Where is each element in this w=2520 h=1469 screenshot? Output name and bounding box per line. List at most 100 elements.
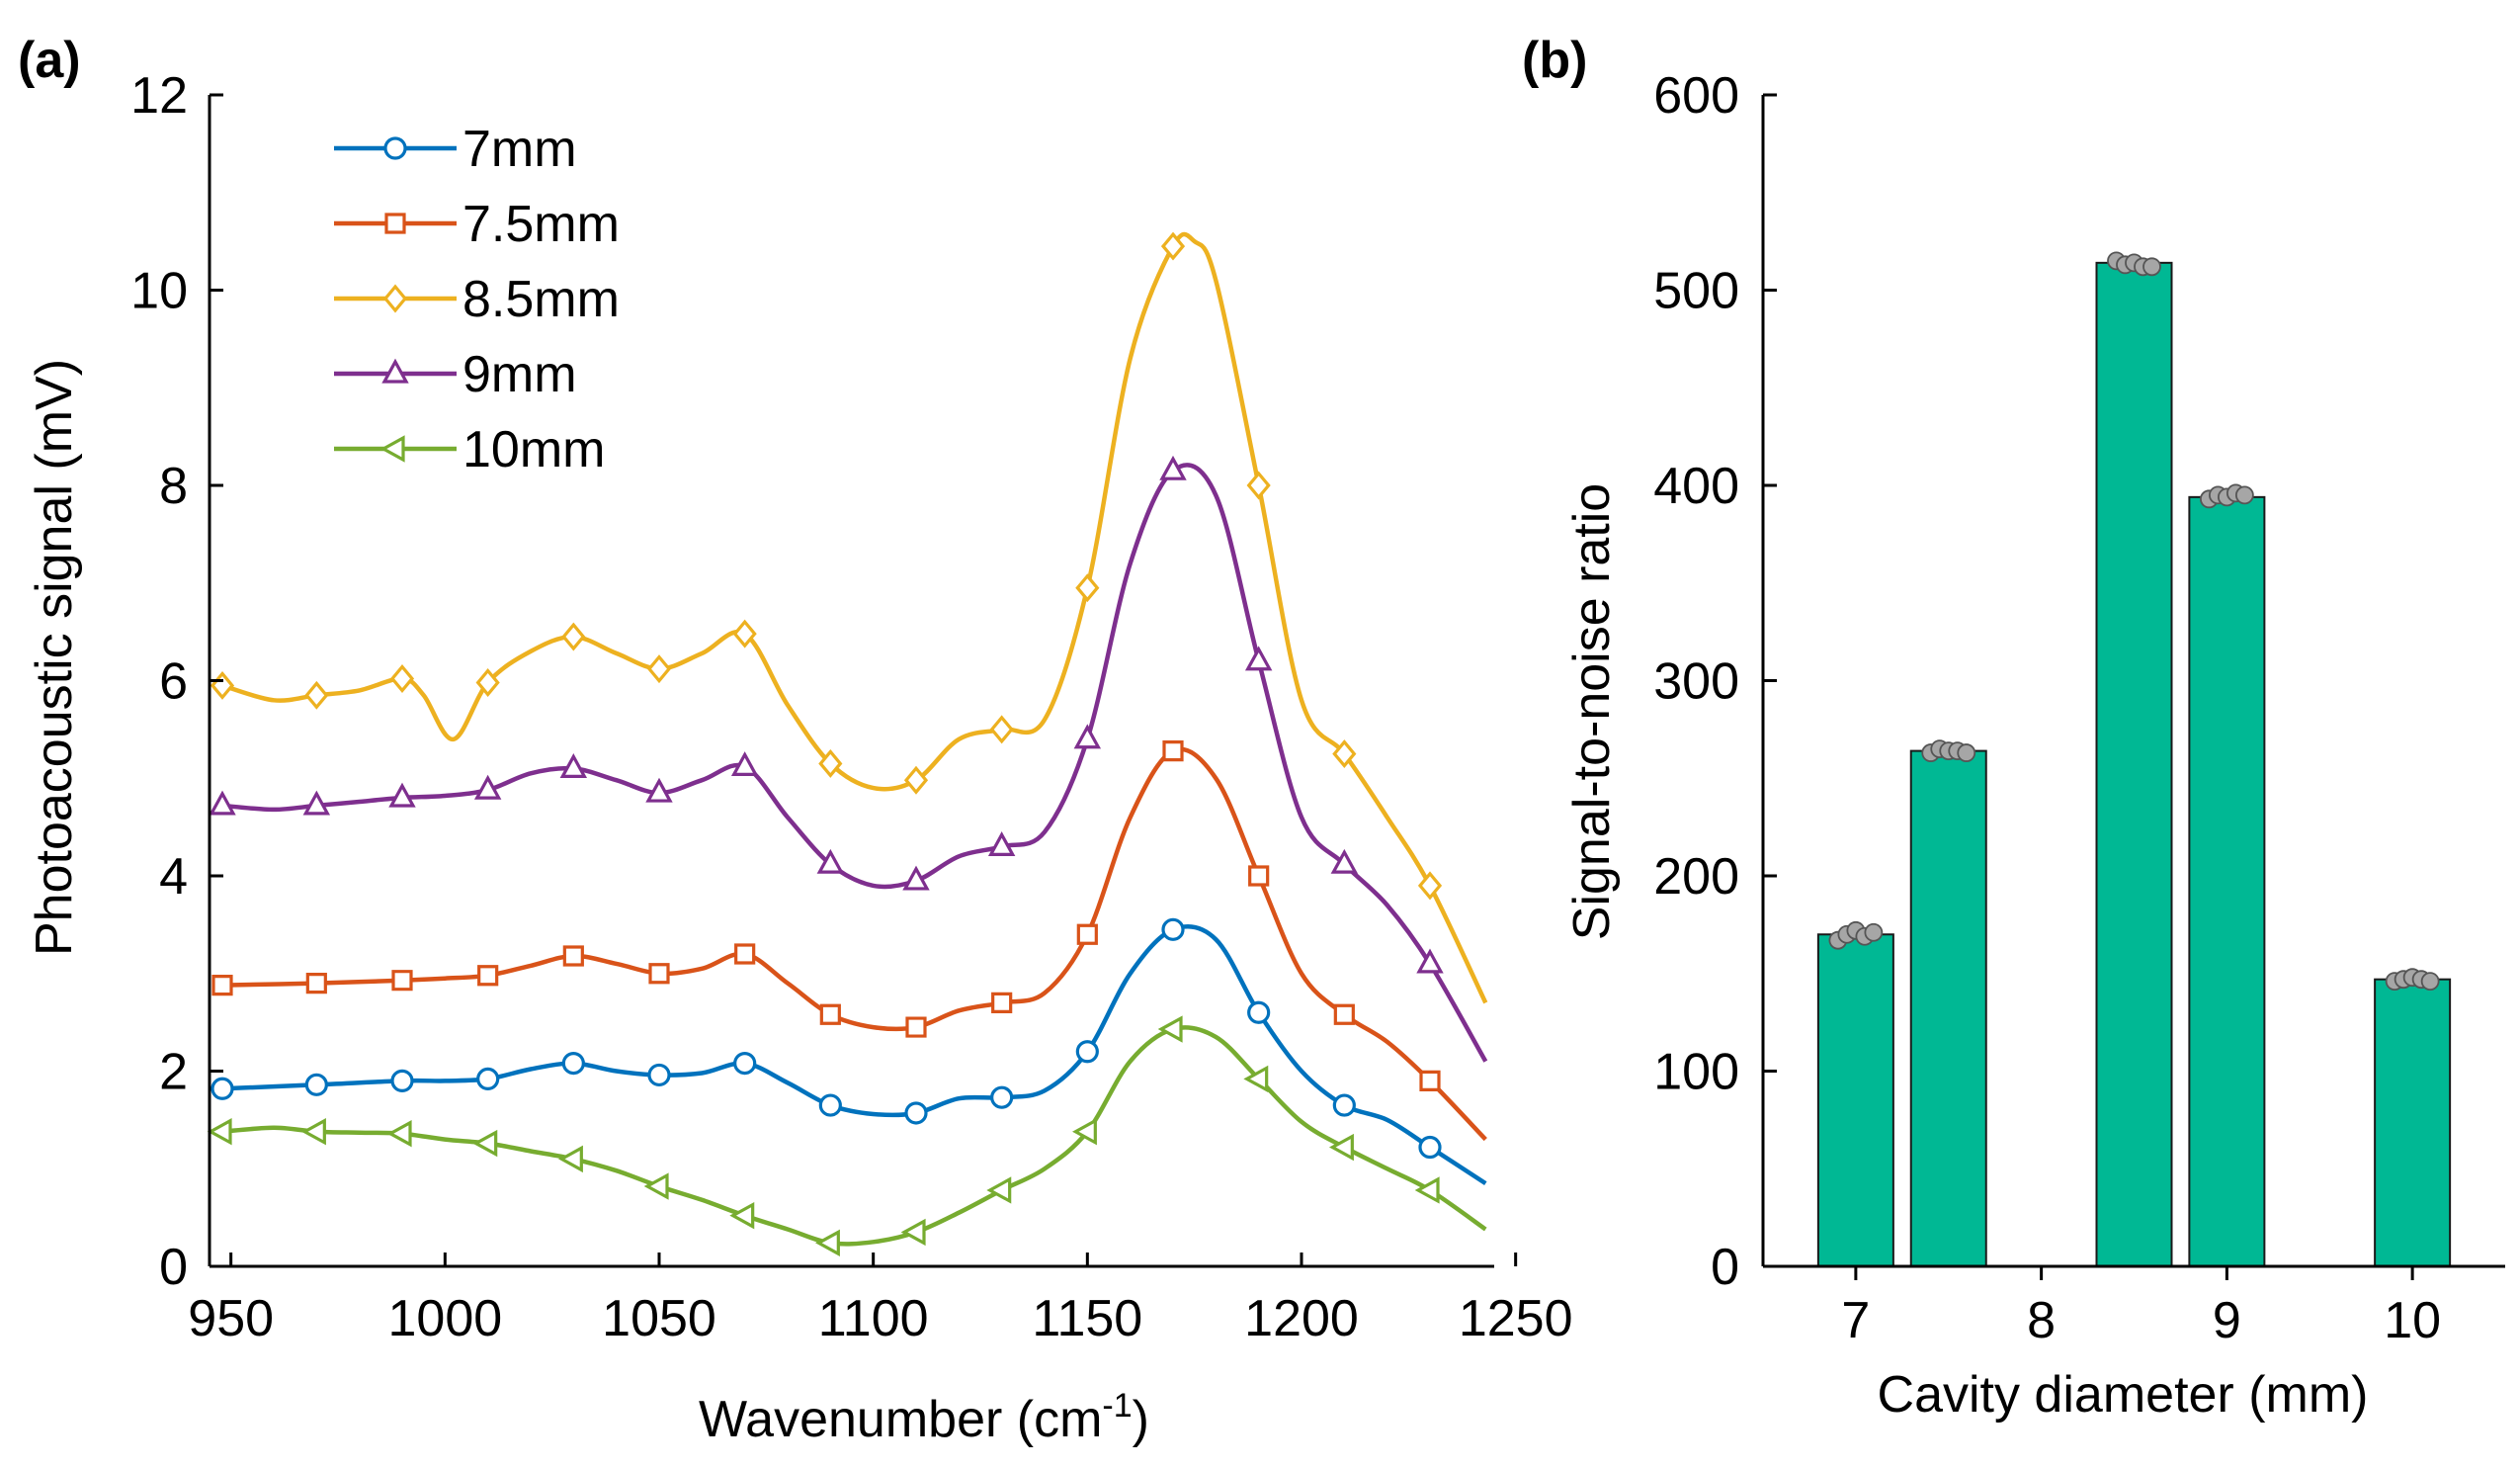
marker-7mm-6: [733, 1051, 757, 1076]
panel-a-series-group: [207, 231, 1488, 1257]
series-9mm: [209, 455, 1488, 1063]
marker-10mm-8: [900, 1218, 926, 1247]
marker-7mm-5: [647, 1063, 671, 1087]
panel-b-y-tick-label-500: 500: [1653, 263, 1739, 320]
marker-7-5mm-8: [905, 1016, 927, 1038]
legend-label-7mm: 7mm: [462, 121, 577, 178]
marker-7mm-8: [904, 1101, 928, 1125]
marker-9mm-0: [209, 790, 236, 816]
bar-group-7: [1816, 920, 1894, 1267]
data-point-9-4: [2234, 485, 2254, 505]
legend-entry-7-5mm: 7.5mm: [334, 196, 620, 253]
marker-8-5mm-9: [989, 715, 1014, 744]
marker-7mm-0: [210, 1077, 234, 1100]
marker-10mm-0: [207, 1118, 232, 1146]
panel-b-y-tick-label-100: 100: [1653, 1044, 1739, 1101]
bar-group-10: [2374, 968, 2452, 1267]
panel-b-y-tick-label-300: 300: [1653, 653, 1739, 711]
bar-8-5: [2095, 261, 2173, 1268]
marker-10mm-4: [558, 1145, 583, 1173]
panel-b-y-tick-label-0: 0: [1711, 1239, 1739, 1296]
marker-9mm-8: [902, 865, 930, 891]
series-7mm: [210, 917, 1487, 1185]
panel-b-x-axis-label: Cavity diameter (mm): [1878, 1366, 2369, 1424]
panel-a-y-tick-label-4: 4: [159, 848, 188, 906]
marker-7-5mm-9: [991, 992, 1013, 1013]
legend-label-10mm: 10mm: [462, 421, 605, 478]
marker-7-5mm-6: [734, 943, 756, 965]
marker-9mm-6: [730, 751, 759, 777]
panel-a-x-axis-label-end: ): [1133, 1391, 1149, 1448]
panel-a-axes: 0 2 4 6 8 10 12 950 1000 1050 1100 1150 1200 1250: [130, 67, 1572, 1347]
panel-a-x-axis-label-superscript: -1: [1102, 1387, 1132, 1425]
legend-entry-8-5mm: 8.5mm: [334, 271, 620, 328]
series-line-8-5mm: [221, 231, 1488, 1004]
marker-7-5mm-10: [1076, 923, 1098, 945]
marker-7-5mm-13: [1333, 1003, 1355, 1025]
panel-a-x-axis-label-main: Wavenumber (cm: [699, 1391, 1102, 1448]
panel-a-y-tick-label-6: 6: [159, 653, 188, 711]
marker-7-5mm-4: [562, 945, 584, 967]
marker-8-5mm-2: [389, 664, 415, 694]
panel-a-y-tick-label-12: 12: [130, 67, 188, 125]
legend-label-9mm: 9mm: [462, 346, 577, 403]
series-line-10mm: [221, 1025, 1487, 1247]
legend-label-8-5mm: 8.5mm: [462, 271, 620, 328]
marker-9mm-2: [388, 782, 416, 808]
marker-7-5mm-7: [819, 1003, 841, 1025]
marker-10mm-1: [301, 1118, 326, 1146]
marker-10mm-2: [386, 1119, 412, 1148]
marker-7-5mm-2: [391, 970, 413, 992]
panel-b-y-tick-label-200: 200: [1653, 848, 1739, 906]
marker-9mm-14: [1416, 948, 1444, 974]
panel-b-label: (b): [1522, 32, 1587, 89]
bar-9: [2188, 495, 2266, 1268]
panel-a-y-tick-label-10: 10: [130, 263, 188, 320]
marker-8-5mm-11: [1160, 231, 1186, 261]
series-8-5mm: [210, 231, 1488, 1004]
bar-group-8-5: [2095, 251, 2173, 1268]
marker-7mm-3: [476, 1067, 500, 1091]
marker-9mm-10: [1073, 724, 1102, 749]
marker-9mm-4: [559, 753, 588, 778]
marker-10mm-10: [1072, 1118, 1097, 1146]
panel-a-y-tick-label-0: 0: [159, 1239, 188, 1296]
marker-7-5mm-0: [211, 974, 233, 996]
panel-a-line-chart: (a) 0 2 4 6 8 10 12 950 1000 1050 1100 1150 1200 1250…: [18, 32, 1573, 1448]
panel-b-y-tick-label-400: 400: [1653, 458, 1739, 515]
marker-8-5mm-10: [1075, 573, 1100, 603]
panel-a-x-tick-label-1150: 1150: [1032, 1290, 1142, 1347]
marker-8-5mm-5: [646, 654, 672, 684]
bar-10: [2374, 978, 2452, 1267]
data-point-10-4: [2420, 972, 2440, 992]
panel-a-y-axis-label: Photoacoustic signal (mV): [26, 359, 83, 956]
panel-a-x-tick-label-1000: 1000: [387, 1290, 502, 1347]
panel-a-x-tick-label-950: 950: [188, 1290, 274, 1347]
marker-10mm-14: [1414, 1176, 1440, 1204]
legend-marker-9mm: [381, 358, 409, 384]
data-point-7-4: [1864, 922, 1884, 942]
marker-7mm-14: [1418, 1135, 1442, 1160]
marker-7-5mm-5: [648, 963, 670, 985]
panel-b-y-axis-label: Signal-to-noise ratio: [1563, 483, 1621, 940]
bar-group-9: [2188, 483, 2266, 1268]
panel-a-legend: 7mm 7.5mm 8.5mm 9mm 10mm: [334, 121, 620, 478]
marker-7mm-11: [1161, 917, 1185, 941]
panel-a-x-axis-label: Wavenumber (cm-1): [699, 1387, 1149, 1448]
marker-9mm-1: [302, 790, 331, 816]
panel-b-bar-chart: (b) 0 100 200 300 400 500 600 7 8 9 10 Signal-to-n…: [1522, 32, 2505, 1424]
legend-marker-10mm: [379, 435, 405, 463]
marker-9mm-9: [987, 831, 1016, 856]
legend-entry-10mm: 10mm: [334, 421, 605, 478]
marker-7-5mm-11: [1162, 739, 1184, 762]
marker-7mm-9: [990, 1085, 1014, 1109]
marker-7mm-12: [1247, 1000, 1271, 1024]
bar-group-7-5: [1909, 739, 1987, 1267]
marker-7-5mm-14: [1419, 1070, 1441, 1091]
marker-9mm-13: [1330, 848, 1359, 874]
panel-a-y-tick-label-2: 2: [159, 1044, 188, 1101]
marker-8-5mm-7: [818, 748, 843, 778]
marker-8-5mm-8: [903, 765, 929, 795]
panel-b-x-tick-label-10: 10: [2384, 1292, 2441, 1349]
